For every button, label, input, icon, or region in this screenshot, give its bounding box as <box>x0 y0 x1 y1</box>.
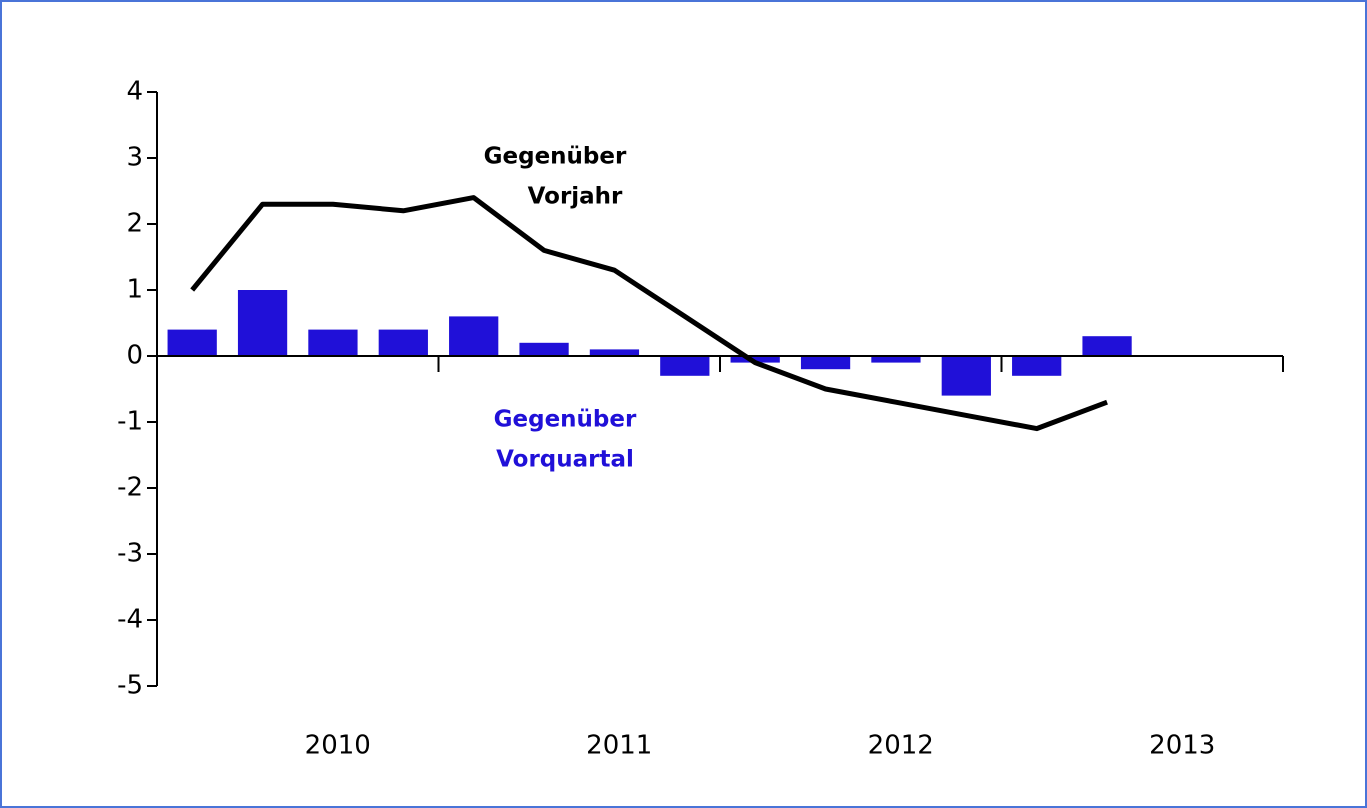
x-year-label: 2011 <box>586 731 652 761</box>
bar <box>660 356 710 376</box>
bar <box>871 356 921 363</box>
x-year-label: 2013 <box>1149 731 1215 761</box>
bar <box>167 329 217 356</box>
bar <box>519 342 569 356</box>
bar <box>237 290 288 356</box>
annotation: Gegenüber <box>484 144 627 170</box>
y-tick-label: 4 <box>126 77 143 107</box>
bar <box>378 329 428 356</box>
y-tick-label: 1 <box>126 275 143 305</box>
y-tick-label: -2 <box>117 473 143 503</box>
y-tick-label: -5 <box>117 671 143 701</box>
y-tick-label: 3 <box>126 143 143 173</box>
bar <box>800 356 851 370</box>
annotation: Vorjahr <box>528 184 623 210</box>
annotation: Gegenüber <box>494 407 637 433</box>
bar <box>308 329 358 356</box>
line <box>190 195 1108 432</box>
y-tick-label: 0 <box>126 341 143 371</box>
bar <box>589 349 640 356</box>
y-tick-label: 2 <box>126 209 143 239</box>
x-year-label: 2012 <box>868 731 934 761</box>
bar <box>941 356 991 396</box>
y-tick-label: -4 <box>117 605 143 635</box>
bar <box>1082 336 1132 356</box>
bar <box>449 316 499 356</box>
annotation: Vorquartal <box>496 447 634 473</box>
bar <box>730 356 780 363</box>
x-year-label: 2010 <box>305 731 371 761</box>
y-tick-label: -3 <box>117 539 143 569</box>
bar <box>1012 356 1062 376</box>
y-tick-label: -1 <box>117 407 143 437</box>
